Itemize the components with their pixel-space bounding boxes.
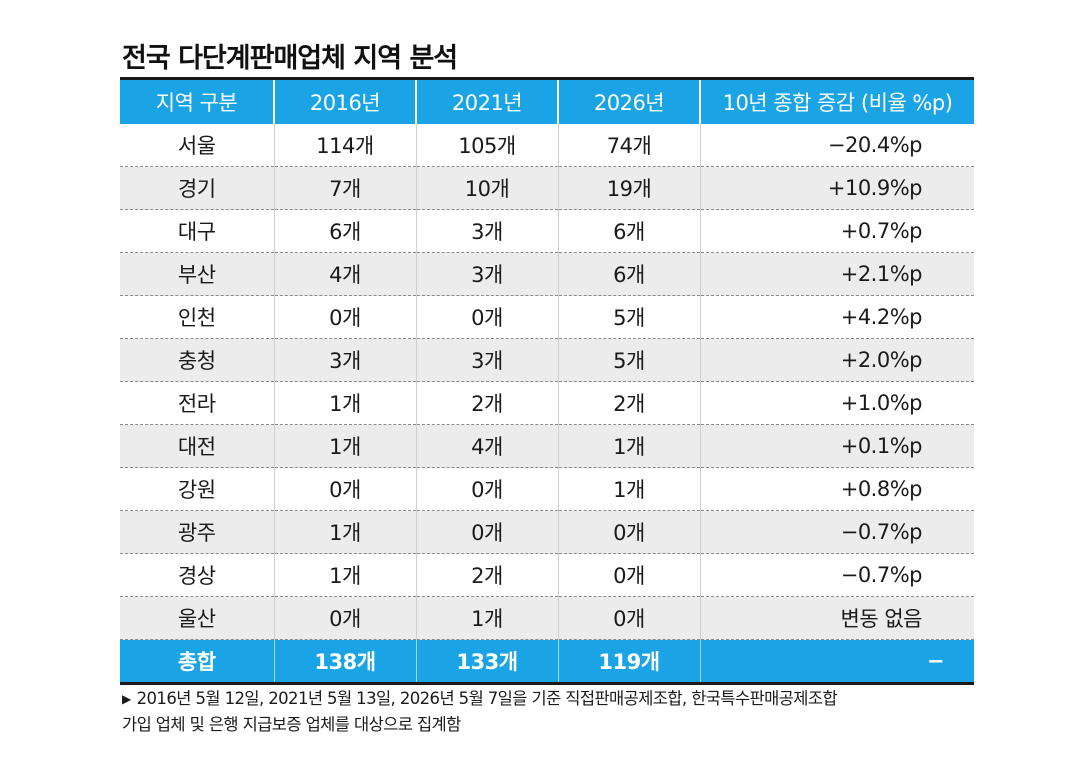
cell-region: 울산	[120, 596, 274, 640]
region-table: 지역 구분 2016년 2021년 2026년 10년 종합 증감 (비율 %p…	[120, 77, 974, 685]
footnote: ▶ 2016년 5월 12일, 2021년 5월 13일, 2026년 5월 7일…	[122, 686, 982, 738]
table-row: 인천 0개 0개 5개 +4.2%p	[120, 295, 974, 339]
cell-2021: 2개	[415, 553, 558, 597]
total-2021: 133개	[415, 639, 558, 685]
cell-region: 인천	[120, 295, 274, 339]
cell-2026: 19개	[557, 166, 700, 210]
table-row: 전라 1개 2개 2개 +1.0%p	[120, 381, 974, 425]
table-row: 광주 1개 0개 0개 −0.7%p	[120, 510, 974, 554]
cell-2021: 0개	[415, 467, 558, 511]
cell-2026: 2개	[557, 381, 700, 425]
table-row: 경상 1개 2개 0개 −0.7%p	[120, 553, 974, 597]
cell-2016: 4개	[273, 252, 416, 296]
cell-2016: 7개	[273, 166, 416, 210]
cell-2021: 1개	[415, 596, 558, 640]
footnote-line-1: ▶ 2016년 5월 12일, 2021년 5월 13일, 2026년 5월 7일…	[122, 686, 982, 712]
cell-change: −0.7%p	[699, 553, 974, 597]
cell-2026: 0개	[557, 553, 700, 597]
cell-2016: 6개	[273, 209, 416, 253]
cell-region: 광주	[120, 510, 274, 554]
table-row: 울산 0개 1개 0개 변동 없음	[120, 596, 974, 640]
table-row: 강원 0개 0개 1개 +0.8%p	[120, 467, 974, 511]
cell-change: +1.0%p	[699, 381, 974, 425]
cell-region: 경상	[120, 553, 274, 597]
cell-change: +10.9%p	[699, 166, 974, 210]
cell-2026: 6개	[557, 252, 700, 296]
cell-2021: 105개	[415, 124, 558, 167]
header-2026: 2026년	[557, 77, 700, 124]
cell-change: −20.4%p	[699, 124, 974, 167]
cell-region: 충청	[120, 338, 274, 382]
table-total-row: 총합 138개 133개 119개 −	[120, 639, 974, 685]
cell-2021: 10개	[415, 166, 558, 210]
cell-2026: 6개	[557, 209, 700, 253]
cell-2026: 1개	[557, 467, 700, 511]
cell-region: 강원	[120, 467, 274, 511]
total-label: 총합	[120, 639, 274, 685]
cell-2021: 0개	[415, 510, 558, 554]
header-change: 10년 종합 증감 (비율 %p)	[699, 77, 974, 124]
cell-2016: 1개	[273, 553, 416, 597]
table-row: 경기 7개 10개 19개 +10.9%p	[120, 166, 974, 210]
cell-change: +4.2%p	[699, 295, 974, 339]
cell-2016: 0개	[273, 467, 416, 511]
cell-change: 변동 없음	[699, 596, 974, 640]
cell-2026: 0개	[557, 596, 700, 640]
footnote-text-1: 2016년 5월 12일, 2021년 5월 13일, 2026년 5월 7일을…	[136, 689, 838, 708]
cell-2026: 74개	[557, 124, 700, 167]
header-2021: 2021년	[415, 77, 558, 124]
cell-region: 경기	[120, 166, 274, 210]
cell-region: 대전	[120, 424, 274, 468]
cell-region: 서울	[120, 124, 274, 167]
table-row: 서울 114개 105개 74개 −20.4%p	[120, 124, 974, 167]
cell-2016: 114개	[273, 124, 416, 167]
total-change: −	[699, 639, 974, 685]
table-row: 부산 4개 3개 6개 +2.1%p	[120, 252, 974, 296]
cell-change: +2.0%p	[699, 338, 974, 382]
cell-2016: 3개	[273, 338, 416, 382]
cell-change: −0.7%p	[699, 510, 974, 554]
cell-2026: 1개	[557, 424, 700, 468]
cell-region: 대구	[120, 209, 274, 253]
table-row: 대전 1개 4개 1개 +0.1%p	[120, 424, 974, 468]
cell-2016: 1개	[273, 381, 416, 425]
cell-2016: 0개	[273, 596, 416, 640]
total-2016: 138개	[273, 639, 416, 685]
cell-2016: 1개	[273, 510, 416, 554]
page-title: 전국 다단계판매업체 지역 분석	[122, 43, 458, 74]
footnote-line-2: 가입 업체 및 은행 지급보증 업체를 대상으로 집계함	[122, 715, 461, 734]
cell-2021: 3개	[415, 252, 558, 296]
cell-region: 부산	[120, 252, 274, 296]
cell-2026: 5개	[557, 338, 700, 382]
cell-2026: 5개	[557, 295, 700, 339]
cell-2021: 2개	[415, 381, 558, 425]
cell-2016: 0개	[273, 295, 416, 339]
table-row: 대구 6개 3개 6개 +0.7%p	[120, 209, 974, 253]
table-header-row: 지역 구분 2016년 2021년 2026년 10년 종합 증감 (비율 %p…	[120, 77, 974, 124]
cell-2016: 1개	[273, 424, 416, 468]
cell-2021: 3개	[415, 338, 558, 382]
total-2026: 119개	[557, 639, 700, 685]
cell-change: +0.7%p	[699, 209, 974, 253]
cell-2021: 0개	[415, 295, 558, 339]
cell-change: +0.8%p	[699, 467, 974, 511]
header-region: 지역 구분	[120, 77, 274, 124]
table-row: 충청 3개 3개 5개 +2.0%p	[120, 338, 974, 382]
header-2016: 2016년	[273, 77, 416, 124]
cell-2021: 4개	[415, 424, 558, 468]
cell-region: 전라	[120, 381, 274, 425]
cell-change: +2.1%p	[699, 252, 974, 296]
triangle-right-icon: ▶	[122, 692, 131, 706]
cell-2021: 3개	[415, 209, 558, 253]
cell-change: +0.1%p	[699, 424, 974, 468]
cell-2026: 0개	[557, 510, 700, 554]
